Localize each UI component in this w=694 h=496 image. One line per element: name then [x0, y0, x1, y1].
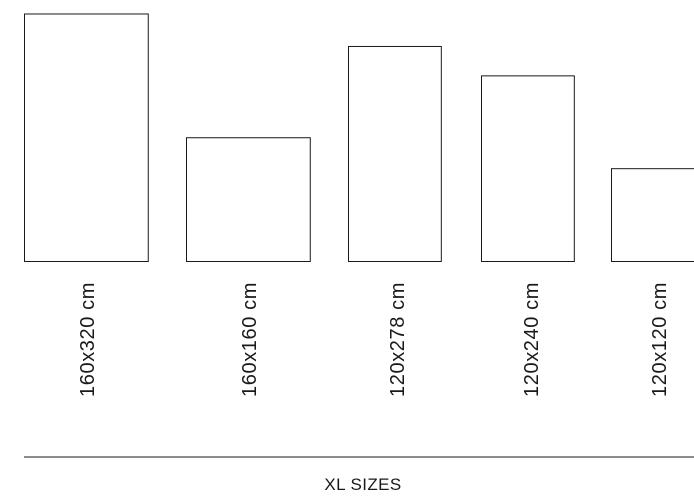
size-shapes-group: [24, 13, 694, 263]
size-label-1: 160x320 cm: [77, 282, 99, 397]
size-labels-group: 160x320 cm 160x160 cm 120x278 cm 120x240 cm…: [77, 282, 671, 397]
size-label-5: 120x120 cm: [649, 282, 671, 397]
size-label-4: 120x240 cm: [521, 282, 543, 397]
size-label-3: 120x278 cm: [387, 282, 409, 397]
size-outline-4: [481, 75, 575, 262]
size-label-2: 160x160 cm: [239, 282, 261, 397]
size-outline-5: [611, 168, 694, 262]
footer-title: XL SIZES: [324, 475, 401, 494]
size-outline-1: [24, 13, 149, 263]
size-outline-3: [348, 45, 442, 263]
size-outline-2: [186, 137, 311, 263]
